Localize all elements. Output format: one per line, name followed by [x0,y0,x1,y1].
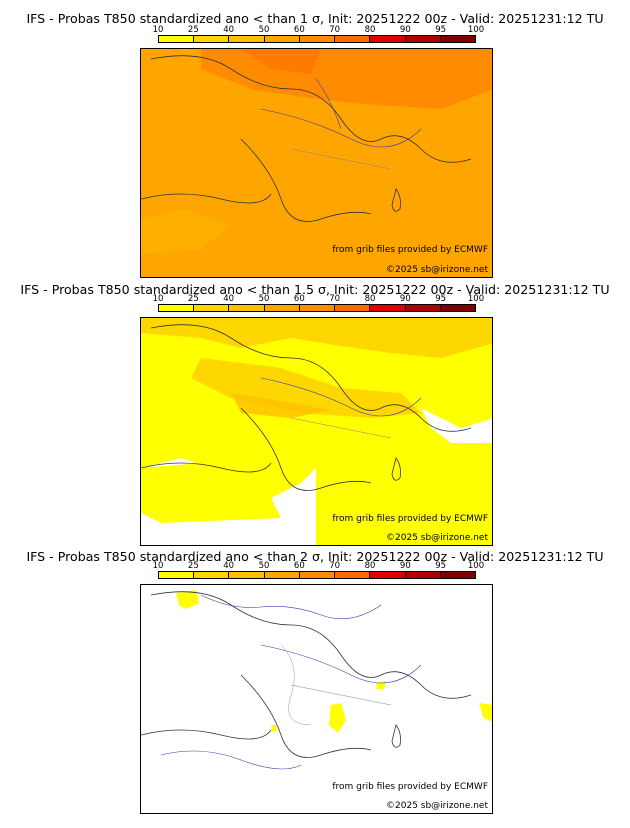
scale-swatch [194,572,230,578]
scale-tick-label: 60 [293,294,305,304]
scale-tick-label: 25 [187,294,199,304]
scale-tick-label: 80 [364,294,376,304]
credit-grib: from grib files provided by ECMWF [332,514,488,524]
scale-swatch [370,305,406,311]
scale-tick-label: 25 [187,25,199,35]
scale-swatch [405,36,441,42]
scale-tick-label: 10 [152,294,164,304]
scale-swatch [229,36,265,42]
scale-swatch [264,572,300,578]
scale-tick-label: 40 [223,561,235,571]
map-view: from grib files provided by ECMWF ©2025 … [140,584,493,814]
scale-tick-label: 95 [435,25,447,35]
scale-tick-label: 100 [467,561,485,571]
scale-tick-label: 70 [329,294,341,304]
scale-tick-label: 70 [329,561,341,571]
scale-tick-label: 50 [258,561,270,571]
panel-title: IFS - Probas T850 standardized ano < tha… [26,549,604,564]
scale-ticks: 10 25 40 50 60 70 80 90 95 100 [153,294,485,304]
scale-swatch [299,305,336,311]
color-scale: 10 25 40 50 60 70 80 90 95 100 [153,294,485,314]
scale-bar [158,35,476,43]
scale-swatch [194,305,230,311]
scale-swatch [299,36,336,42]
map-view: from grib files provided by ECMWF ©2025 … [140,48,493,278]
map-graphic [141,585,492,813]
scale-tick-label: 80 [364,25,376,35]
scale-tick-label: 90 [399,294,411,304]
scale-tick-label: 10 [152,561,164,571]
scale-swatch [440,305,475,311]
scale-tick-label: 50 [258,294,270,304]
scale-tick-label: 70 [329,25,341,35]
scale-swatch [335,36,371,42]
credit-site: ©2025 sb@irizone.net [386,533,488,543]
scale-swatch [335,572,371,578]
scale-tick-label: 80 [364,561,376,571]
credit-site: ©2025 sb@irizone.net [386,801,488,811]
scale-swatch [370,572,406,578]
scale-swatch [440,572,475,578]
scale-swatch [299,572,336,578]
scale-bar [158,304,476,312]
scale-swatch [159,305,195,311]
scale-tick-label: 40 [223,25,235,35]
credit-grib: from grib files provided by ECMWF [332,782,488,792]
scale-swatch [335,305,371,311]
scale-tick-label: 95 [435,561,447,571]
scale-swatch [229,305,265,311]
map-panel-2: IFS - Probas T850 standardized ano < tha… [0,278,630,546]
scale-tick-label: 60 [293,25,305,35]
scale-swatch [264,36,300,42]
credit-grib: from grib files provided by ECMWF [332,245,488,255]
scale-swatch [264,305,300,311]
scale-ticks: 10 25 40 50 60 70 80 90 95 100 [153,25,485,35]
scale-swatch [159,36,195,42]
scale-tick-label: 90 [399,25,411,35]
scale-tick-label: 90 [399,561,411,571]
panel-title: IFS - Probas T850 standardized ano < tha… [20,282,610,297]
scale-tick-label: 100 [467,294,485,304]
scale-tick-label: 10 [152,25,164,35]
scale-tick-label: 100 [467,25,485,35]
map-graphic [141,49,492,277]
map-view: from grib files provided by ECMWF ©2025 … [140,317,493,546]
color-scale: 10 25 40 50 60 70 80 90 95 100 [153,25,485,45]
scale-swatch [194,36,230,42]
scale-swatch [405,572,441,578]
scale-swatch [159,572,195,578]
color-scale: 10 25 40 50 60 70 80 90 95 100 [153,561,485,581]
scale-tick-label: 60 [293,561,305,571]
credit-site: ©2025 sb@irizone.net [386,265,488,275]
scale-ticks: 10 25 40 50 60 70 80 90 95 100 [153,561,485,571]
scale-tick-label: 50 [258,25,270,35]
map-graphic [141,318,492,545]
scale-tick-label: 95 [435,294,447,304]
scale-tick-label: 25 [187,561,199,571]
map-panel-3: IFS - Probas T850 standardized ano < tha… [0,546,630,828]
map-panel-1: IFS - Probas T850 standardized ano < tha… [0,0,630,278]
panel-title: IFS - Probas T850 standardized ano < tha… [26,11,604,26]
scale-bar [158,571,476,579]
scale-swatch [405,305,441,311]
scale-swatch [229,572,265,578]
scale-swatch [440,36,475,42]
scale-swatch [370,36,406,42]
scale-tick-label: 40 [223,294,235,304]
